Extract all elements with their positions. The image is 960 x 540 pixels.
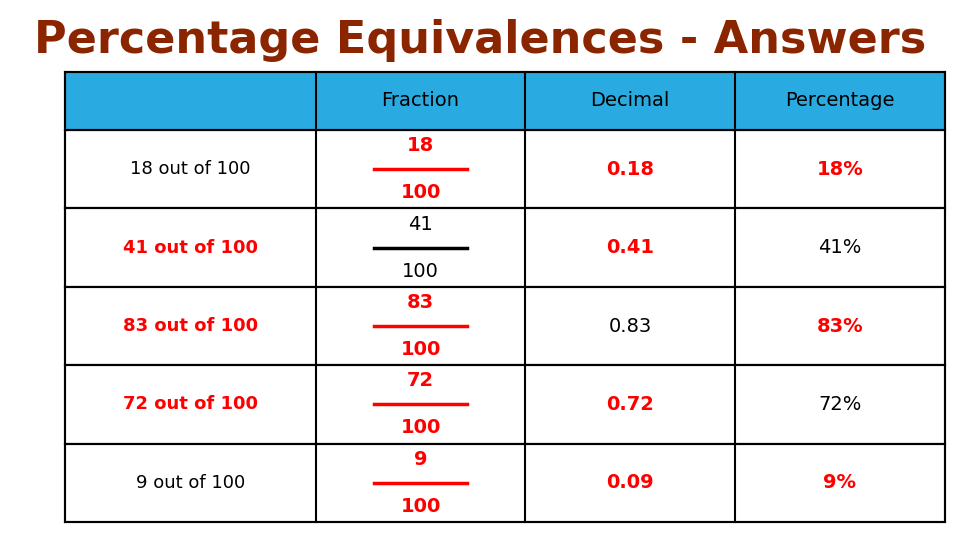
Text: 9 out of 100: 9 out of 100 [135,474,245,492]
Text: 100: 100 [400,340,441,359]
Text: 100: 100 [400,497,441,516]
Text: Percentage Equivalences - Answers: Percentage Equivalences - Answers [34,18,926,62]
Text: 100: 100 [402,261,439,281]
Text: 18 out of 100: 18 out of 100 [131,160,251,178]
Text: 41: 41 [408,214,433,234]
Text: Fraction: Fraction [381,91,460,111]
Text: Percentage: Percentage [785,91,895,111]
Bar [65,208,945,287]
Text: 83%: 83% [817,316,863,335]
Text: 0.41: 0.41 [606,238,654,257]
Bar [65,287,945,365]
Text: 100: 100 [400,183,441,202]
Text: 83 out of 100: 83 out of 100 [123,317,258,335]
Bar [65,365,945,443]
Text: 72%: 72% [818,395,861,414]
Text: 41%: 41% [818,238,861,257]
Text: 72: 72 [407,372,434,390]
Text: 18%: 18% [816,160,863,179]
Text: 83: 83 [407,293,434,312]
Text: 9: 9 [414,450,427,469]
Text: 9%: 9% [824,473,856,492]
Text: 0.09: 0.09 [606,473,654,492]
Text: 100: 100 [400,418,441,437]
Text: 41 out of 100: 41 out of 100 [123,239,258,256]
Text: Decimal: Decimal [590,91,670,111]
Text: 72 out of 100: 72 out of 100 [123,395,258,414]
Text: 0.72: 0.72 [606,395,654,414]
Text: 0.83: 0.83 [609,316,652,335]
Bar [65,130,945,208]
Text: 18: 18 [407,136,434,155]
Bar [65,72,945,130]
Bar [65,443,945,522]
Text: 0.18: 0.18 [606,160,654,179]
